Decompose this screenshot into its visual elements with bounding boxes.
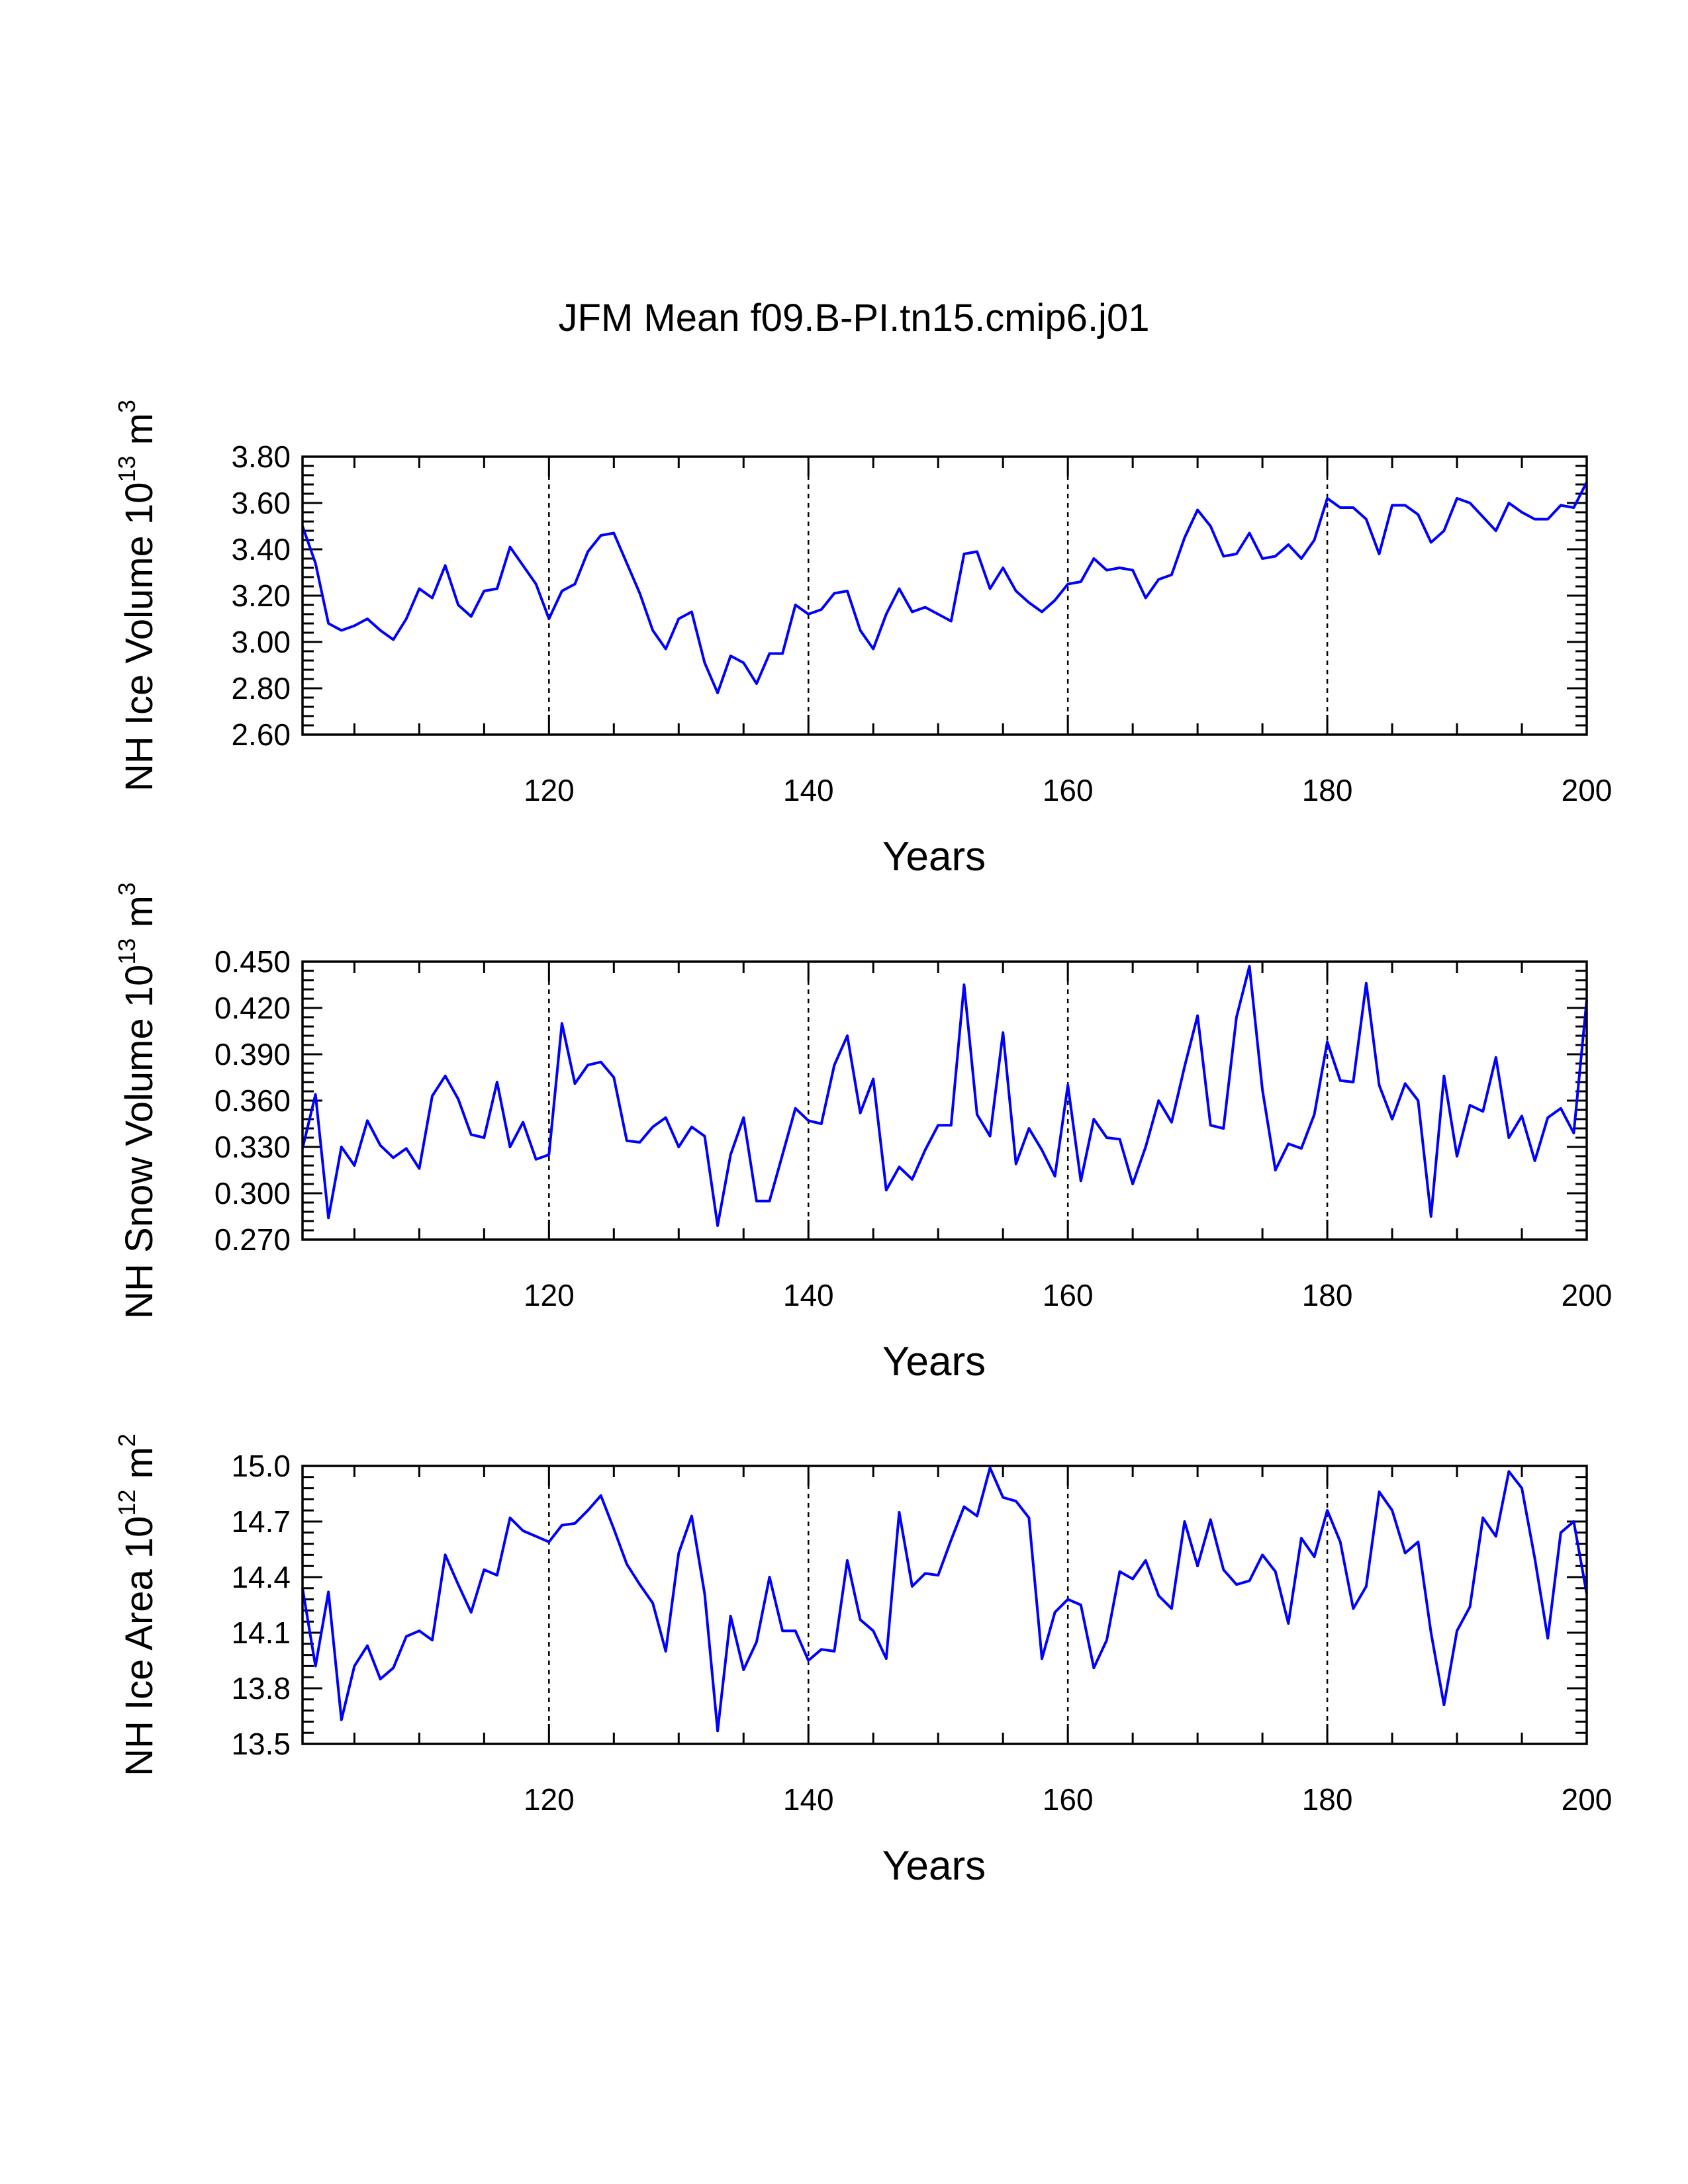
y-tick-label: 14.1: [231, 1615, 291, 1650]
x-tick-label: 200: [1562, 1278, 1613, 1312]
chart-panels: 2.60 2.80 3.00 3.20 3.40 3.60 3.80 120 140 160 180…: [113, 400, 1612, 1889]
x-axis-title: Years: [882, 834, 986, 880]
x-tick-label: 180: [1302, 773, 1353, 807]
y-tick-label: 2.80: [231, 671, 291, 705]
x-tick-label: 200: [1562, 773, 1613, 807]
panel-2: 0.270 0.300 0.330 0.360 0.390 0.420 0.450 120 14…: [113, 882, 1612, 1385]
plot-frame: [301, 1465, 1588, 1745]
x-tick-label: 180: [1302, 1278, 1353, 1312]
data-series-line: [301, 965, 1588, 1227]
x-tick-label: 120: [524, 773, 575, 807]
y-tick-label: 15.0: [231, 1449, 291, 1483]
x-tick-label: 140: [783, 773, 834, 807]
y-tick-label: 0.300: [214, 1176, 291, 1210]
y-tick-label: 14.4: [231, 1560, 291, 1594]
data-series-line: [301, 481, 1588, 694]
y-axis-title: NH Snow Volume 1013 m3: [113, 882, 161, 1319]
y-tick-label: 0.420: [214, 991, 291, 1025]
x-tick-label: 200: [1562, 1782, 1613, 1817]
panel-3: 13.5 13.8 14.1 14.4 14.7 15.0 120 140 160 180 200 Y…: [113, 1433, 1612, 1889]
y-tick-label: 0.390: [214, 1037, 291, 1071]
y-axis-title: NH Ice Volume 1013 m3: [113, 400, 161, 792]
y-tick-label: 0.450: [214, 944, 291, 979]
y-tick-label: 0.270: [214, 1222, 291, 1257]
x-tick-label: 180: [1302, 1782, 1353, 1817]
y-axis-title: NH Ice Area 1012 m2: [113, 1433, 161, 1776]
x-tick-label: 140: [783, 1278, 834, 1312]
y-tick-label: 3.40: [231, 532, 291, 567]
x-tick-label: 120: [524, 1782, 575, 1817]
plot-frame: [301, 960, 1588, 1241]
x-tick-label: 160: [1043, 1278, 1094, 1312]
plot-frame: [301, 455, 1588, 736]
y-tick-label: 3.20: [231, 578, 291, 613]
x-tick-label: 160: [1043, 773, 1094, 807]
x-tick-label: 160: [1043, 1782, 1094, 1817]
panel-1: 2.60 2.80 3.00 3.20 3.40 3.60 3.80 120 140 160 180…: [113, 400, 1612, 880]
y-tick-label: 14.7: [231, 1504, 291, 1539]
y-tick-label: 3.80: [231, 439, 291, 474]
x-tick-label: 140: [783, 1782, 834, 1817]
x-tick-label: 120: [524, 1278, 575, 1312]
y-tick-label: 13.5: [231, 1727, 291, 1761]
y-tick-label: 13.8: [231, 1671, 291, 1706]
y-tick-label: 3.00: [231, 625, 291, 659]
x-axis-title: Years: [882, 1843, 986, 1889]
data-series-line: [301, 1466, 1588, 1733]
y-tick-label: 0.330: [214, 1130, 291, 1164]
y-tick-label: 3.60: [231, 486, 291, 520]
x-axis-title: Years: [882, 1339, 986, 1385]
y-tick-label: 2.60: [231, 717, 291, 752]
y-tick-label: 0.360: [214, 1083, 291, 1118]
chart-title: JFM Mean f09.B-PI.tn15.cmip6.j01: [559, 296, 1150, 340]
